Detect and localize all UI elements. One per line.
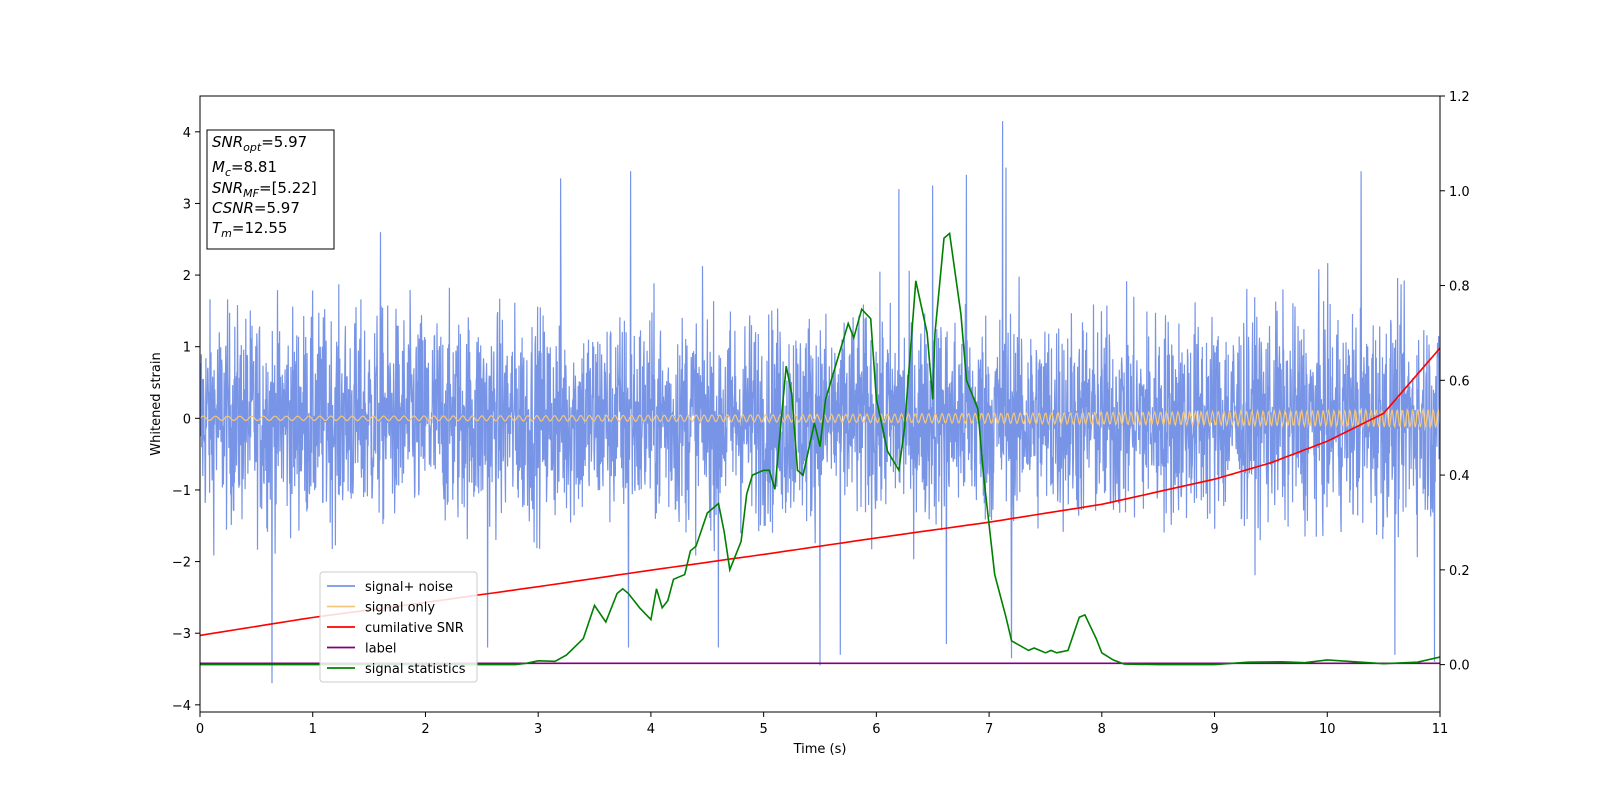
x-tick-label: 1 (309, 722, 317, 737)
y-left-tick-label: 4 (183, 126, 191, 141)
y-axis-label: Whitened strain (149, 352, 164, 455)
x-axis-label: Time (s) (793, 742, 847, 757)
x-tick-label: 2 (421, 722, 429, 737)
x-tick-label: 8 (1098, 722, 1106, 737)
x-axis: 0 1 2 3 4 5 6 7 8 9 10 11 (196, 712, 1448, 737)
series-signal-only (200, 407, 1440, 429)
x-tick-label: 11 (1432, 722, 1449, 737)
x-tick-label: 6 (872, 722, 880, 737)
axes-frame (199, 95, 1441, 713)
x-tick-label: 9 (1210, 722, 1218, 737)
y-left-tick-label: 0 (183, 412, 191, 427)
y-right-tick-label: 0.0 (1449, 659, 1470, 674)
info-box-line: Tm=12.55 (212, 219, 287, 240)
legend-label: signal statistics (365, 662, 466, 677)
y-axis-left: −4 −3 −2 −1 0 1 2 3 4 (172, 126, 200, 714)
y-right-tick-label: 1.2 (1449, 90, 1470, 105)
y-left-tick-label: 1 (183, 341, 191, 356)
x-tick-label: 10 (1319, 722, 1336, 737)
x-tick-label: 4 (647, 722, 655, 737)
y-right-tick-label: 0.6 (1449, 374, 1470, 389)
x-tick-label: 3 (534, 722, 542, 737)
info-box-line: Mc=8.81 (212, 158, 277, 179)
y-right-tick-label: 0.2 (1449, 564, 1470, 579)
x-tick-label: 0 (196, 722, 204, 737)
x-tick-label: 7 (985, 722, 993, 737)
legend-label: signal+ noise (365, 580, 453, 595)
legend-label: cumilative SNR (365, 621, 464, 636)
legend-label: label (365, 642, 396, 657)
y-left-tick-label: 2 (183, 269, 191, 284)
legend-label: signal only (365, 601, 435, 616)
info-box-line: SNRopt=5.97 (212, 133, 307, 154)
y-left-tick-label: −1 (172, 484, 191, 499)
legend: signal+ noise signal only cumilative SNR la… (319, 571, 478, 683)
y-left-tick-label: −3 (172, 627, 191, 642)
info-box-line: CSNR=5.97 (212, 199, 300, 217)
y-axis-right: 0.0 0.2 0.4 0.6 0.8 1.0 1.2 (1440, 90, 1470, 674)
x-tick-label: 5 (759, 722, 767, 737)
y-left-tick-label: 3 (183, 197, 191, 212)
y-left-tick-label: −2 (172, 556, 191, 571)
info-box-line: SNRMF=[5.22] (212, 179, 317, 200)
y-right-tick-label: 1.0 (1449, 185, 1470, 200)
y-left-tick-label: −4 (172, 699, 191, 714)
series-signal-noise (200, 121, 1440, 684)
y-right-tick-label: 0.4 (1449, 469, 1470, 484)
series-signal-statistics (200, 231, 1440, 666)
y-right-tick-label: 0.8 (1449, 280, 1470, 295)
